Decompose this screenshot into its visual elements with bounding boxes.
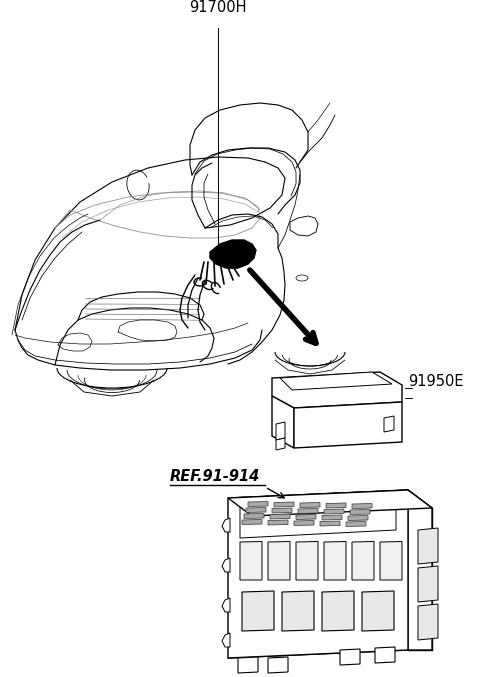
Polygon shape <box>220 254 242 268</box>
Polygon shape <box>418 604 438 640</box>
Polygon shape <box>228 490 408 658</box>
Polygon shape <box>352 542 374 580</box>
Polygon shape <box>380 542 402 580</box>
Polygon shape <box>244 513 264 519</box>
Polygon shape <box>268 520 288 525</box>
Polygon shape <box>294 402 402 448</box>
Polygon shape <box>222 558 230 572</box>
Polygon shape <box>324 509 344 514</box>
Polygon shape <box>240 496 396 538</box>
Polygon shape <box>274 502 294 507</box>
Polygon shape <box>228 490 432 516</box>
Polygon shape <box>272 508 292 513</box>
Polygon shape <box>248 502 268 506</box>
Polygon shape <box>296 542 318 580</box>
Polygon shape <box>418 528 438 564</box>
Polygon shape <box>222 633 230 647</box>
Polygon shape <box>268 657 288 673</box>
Polygon shape <box>222 518 230 532</box>
Polygon shape <box>362 591 394 631</box>
Polygon shape <box>210 240 256 268</box>
Polygon shape <box>282 591 314 631</box>
Polygon shape <box>384 416 394 432</box>
Polygon shape <box>272 396 294 448</box>
Polygon shape <box>298 508 318 513</box>
Polygon shape <box>296 515 316 519</box>
Polygon shape <box>300 502 320 508</box>
Polygon shape <box>408 490 432 650</box>
Polygon shape <box>375 647 395 663</box>
Text: REF.91-914: REF.91-914 <box>170 469 260 484</box>
Text: 91950E: 91950E <box>408 374 464 389</box>
Polygon shape <box>276 422 285 440</box>
Polygon shape <box>350 510 370 515</box>
Polygon shape <box>346 521 366 527</box>
Polygon shape <box>348 515 368 521</box>
Polygon shape <box>322 515 342 520</box>
Polygon shape <box>290 216 318 236</box>
Polygon shape <box>324 542 346 580</box>
Polygon shape <box>246 508 266 512</box>
Polygon shape <box>270 514 290 519</box>
Polygon shape <box>320 521 340 526</box>
Polygon shape <box>222 598 230 612</box>
Polygon shape <box>242 591 274 631</box>
Polygon shape <box>238 657 258 673</box>
Polygon shape <box>322 591 354 631</box>
Polygon shape <box>352 504 372 508</box>
Polygon shape <box>268 542 290 580</box>
Polygon shape <box>340 649 360 665</box>
Polygon shape <box>242 519 262 525</box>
Polygon shape <box>276 438 285 450</box>
Polygon shape <box>240 542 262 580</box>
Polygon shape <box>294 521 314 525</box>
Polygon shape <box>280 372 392 390</box>
Polygon shape <box>326 503 346 508</box>
Text: 91700H: 91700H <box>189 0 247 15</box>
Polygon shape <box>418 566 438 602</box>
Polygon shape <box>272 372 402 408</box>
